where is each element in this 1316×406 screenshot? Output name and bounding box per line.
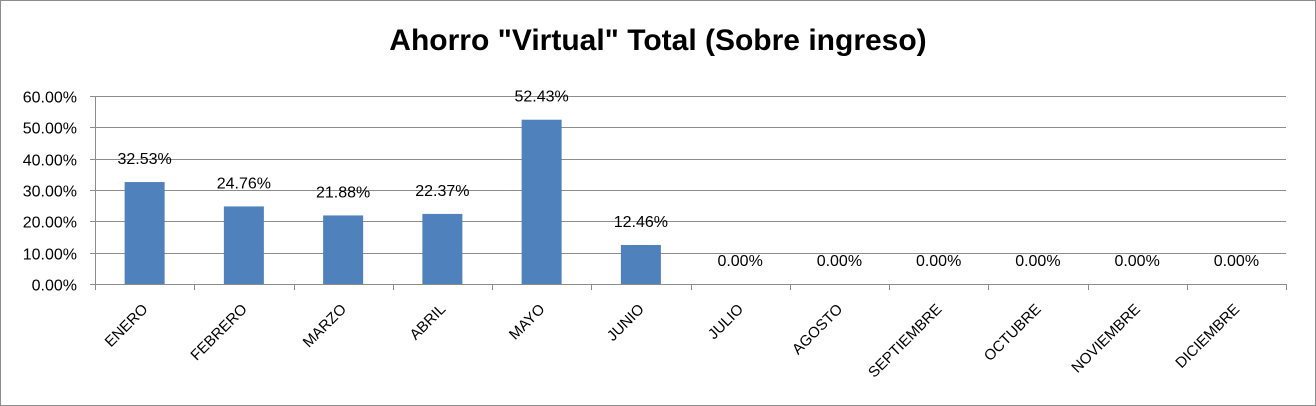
data-label: 24.76% <box>217 175 271 192</box>
x-category-label: FEBRERO <box>187 301 250 364</box>
data-label: 12.46% <box>614 214 668 231</box>
data-label: 0.00% <box>817 253 862 270</box>
data-label: 52.43% <box>514 89 568 106</box>
x-category-label: ABRIL <box>407 301 450 344</box>
bar <box>620 244 661 284</box>
y-tick-label: 30.00% <box>23 184 77 201</box>
data-label: 0.00% <box>1015 253 1060 270</box>
x-category-label: MAYO <box>506 301 548 343</box>
x-category-label: DICIEMBRE <box>1172 301 1243 372</box>
x-category-label: JUNIO <box>604 301 648 345</box>
data-label: 0.00% <box>1214 253 1259 270</box>
x-category-label: SEPTIEMBRE <box>865 301 945 381</box>
y-tick-label: 0.00% <box>32 278 77 295</box>
x-category-label: OCTUBRE <box>981 301 1045 365</box>
data-label: 21.88% <box>316 184 370 201</box>
x-category-label: ENERO <box>102 301 152 351</box>
x-category-label: AGOSTO <box>789 301 846 358</box>
bar <box>323 215 364 284</box>
bar <box>223 206 264 284</box>
data-label: 0.00% <box>916 253 961 270</box>
data-label: 22.37% <box>415 183 469 200</box>
data-label: 0.00% <box>717 253 762 270</box>
y-tick-label: 50.00% <box>23 121 77 138</box>
bar <box>124 182 165 284</box>
bar <box>521 119 562 284</box>
x-category-label: JULIO <box>705 301 747 343</box>
y-tick-label: 40.00% <box>23 153 77 170</box>
chart-title: Ahorro "Virtual" Total (Sobre ingreso) <box>389 24 927 57</box>
bar <box>422 213 463 284</box>
y-tick-label: 20.00% <box>23 215 77 232</box>
y-tick-label: 60.00% <box>23 90 77 107</box>
x-category-label: MARZO <box>300 301 350 351</box>
y-tick-label: 10.00% <box>23 247 77 264</box>
x-category-label: NOVIEMBRE <box>1068 301 1144 377</box>
data-label: 32.53% <box>117 151 171 168</box>
data-label: 0.00% <box>1114 253 1159 270</box>
